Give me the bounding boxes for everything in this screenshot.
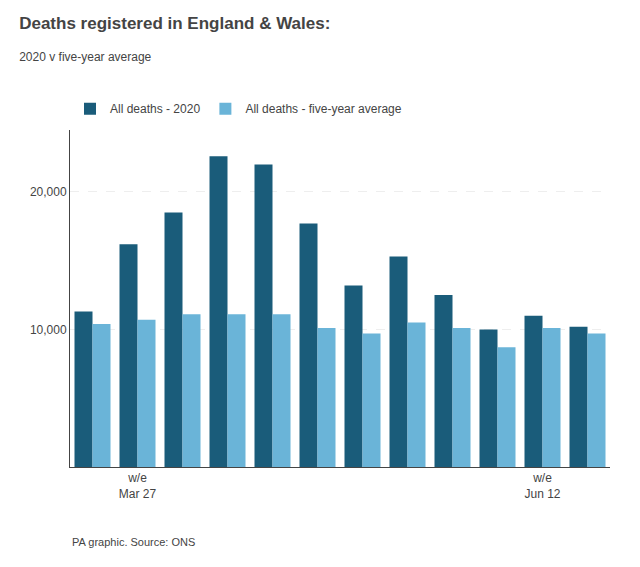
svg-text:w/eMar 27: w/eMar 27 — [119, 471, 157, 501]
svg-text:w/eJun 12: w/eJun 12 — [524, 471, 560, 501]
svg-text:Deaths registered in England &: Deaths registered in England & Wales: — [19, 14, 330, 33]
svg-text:2020 v five-year average: 2020 v five-year average — [19, 50, 151, 64]
svg-text:20,000: 20,000 — [30, 185, 67, 199]
svg-text:10,000: 10,000 — [30, 323, 67, 337]
svg-text:All deaths - five-year average: All deaths - five-year average — [245, 102, 401, 116]
svg-text:All deaths - 2020: All deaths - 2020 — [110, 102, 200, 116]
svg-text:PA graphic. Source: ONS: PA graphic. Source: ONS — [72, 536, 195, 548]
